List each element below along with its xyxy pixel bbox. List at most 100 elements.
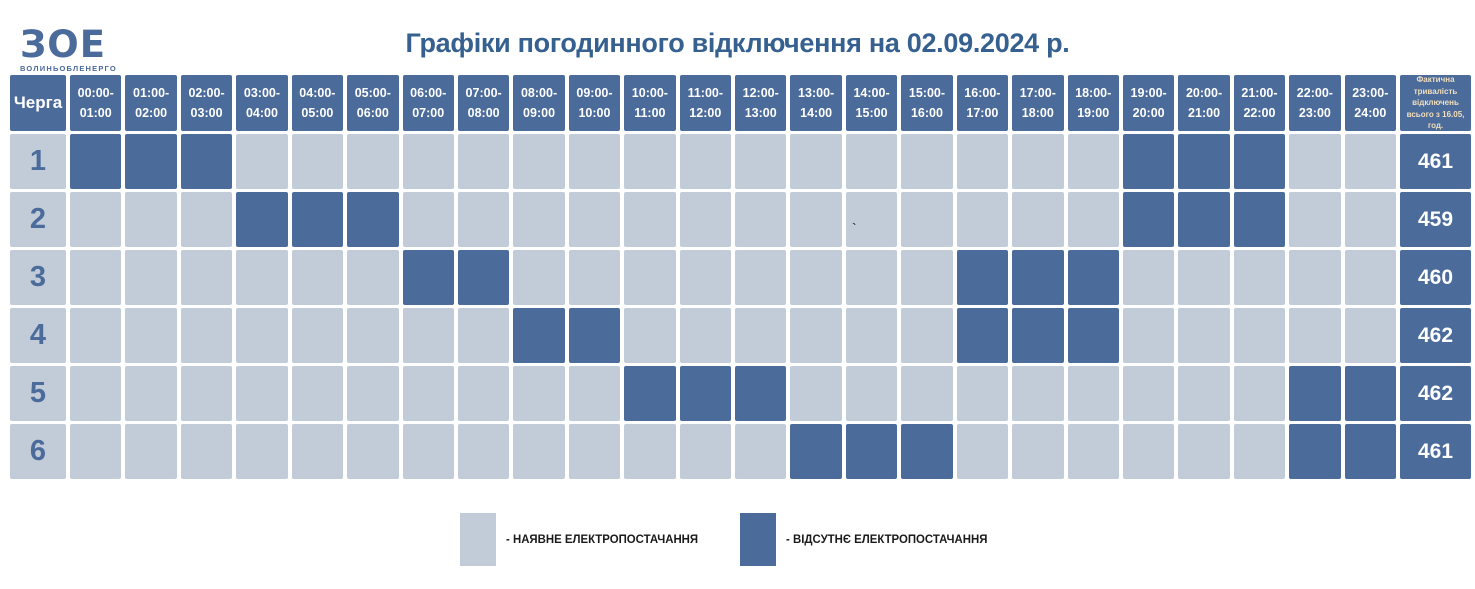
power-on-cell — [236, 366, 288, 421]
power-on-cell — [790, 250, 842, 305]
time-slot-header-cell: 05:00- 06:00 — [347, 75, 399, 131]
power-on-cell — [513, 366, 565, 421]
total-hours-cell: 459 — [1400, 192, 1471, 247]
power-off-cell — [679, 366, 731, 421]
power-on-cell — [457, 308, 510, 363]
power-on-cell — [568, 134, 621, 189]
power-on-cell — [1178, 366, 1230, 421]
power-on-cell — [679, 134, 731, 189]
power-on-cell — [347, 308, 399, 363]
power-on-cell — [70, 424, 122, 479]
time-slot-header-cell: 14:00- 15:00 — [845, 75, 898, 131]
power-on-cell — [790, 134, 842, 189]
power-on-cell — [956, 192, 1009, 247]
power-on-cell — [845, 366, 898, 421]
power-on-cell — [568, 424, 621, 479]
time-slot-header-cell: 22:00- 23:00 — [1289, 75, 1341, 131]
power-off-cell — [1012, 308, 1064, 363]
power-on-cell — [1067, 424, 1119, 479]
power-off-cell — [901, 424, 953, 479]
power-on-cell — [513, 134, 565, 189]
power-on-cell — [845, 308, 898, 363]
power-off-cell — [1122, 134, 1175, 189]
power-on-cell — [901, 250, 953, 305]
power-on-cell — [845, 250, 898, 305]
power-on-cell — [1233, 250, 1286, 305]
power-on-cell — [513, 192, 565, 247]
time-slot-header-cell: 20:00- 21:00 — [1178, 75, 1230, 131]
power-on-cell — [1122, 308, 1175, 363]
power-on-cell — [901, 308, 953, 363]
power-on-cell — [180, 308, 233, 363]
power-off-cell — [1012, 250, 1064, 305]
power-off-cell — [1122, 192, 1175, 247]
power-off-swatch — [740, 512, 776, 566]
power-on-cell — [291, 366, 344, 421]
power-off-cell — [568, 308, 621, 363]
power-on-cell — [347, 134, 399, 189]
power-on-cell — [679, 308, 731, 363]
power-on-cell — [125, 366, 177, 421]
power-on-cell — [347, 424, 399, 479]
power-off-cell — [236, 192, 288, 247]
power-on-cell — [1012, 424, 1064, 479]
power-on-cell — [70, 366, 122, 421]
power-on-cell — [291, 308, 344, 363]
power-off-cell — [956, 308, 1009, 363]
total-hours-cell: 461 — [1400, 424, 1471, 479]
power-off-cell — [1067, 250, 1119, 305]
power-on-cell — [513, 250, 565, 305]
power-on-cell — [70, 250, 122, 305]
power-on-cell — [1012, 192, 1064, 247]
power-off-cell — [1233, 192, 1286, 247]
power-on-cell — [1289, 192, 1341, 247]
power-on-cell — [735, 192, 787, 247]
power-on-cell — [1344, 250, 1396, 305]
power-on-cell — [901, 134, 953, 189]
power-on-cell — [125, 250, 177, 305]
company-logo: ЗОЕ ВОЛИНЬОБЛЕНЕРГО — [20, 26, 117, 73]
power-on-cell — [1067, 134, 1119, 189]
time-slot-header-cell: 12:00- 13:00 — [735, 75, 787, 131]
total-header-cell: Фактична тривалість відключень всього з … — [1400, 75, 1471, 131]
time-slot-header-cell: 04:00- 05:00 — [291, 75, 344, 131]
time-slot-header-cell: 17:00- 18:00 — [1012, 75, 1064, 131]
power-off-cell — [845, 424, 898, 479]
queue-number-cell: 5 — [10, 366, 66, 421]
power-on-cell — [1122, 250, 1175, 305]
power-on-cell — [1233, 424, 1286, 479]
power-on-cell — [790, 192, 842, 247]
power-on-cell — [402, 424, 454, 479]
legend-item-power-on: - НАЯВНЕ ЕЛЕКТРОПОСТАЧАННЯ — [460, 511, 708, 567]
power-on-cell — [125, 192, 177, 247]
power-on-cell — [1178, 308, 1230, 363]
power-on-cell — [180, 424, 233, 479]
total-hours-cell: 461 — [1400, 134, 1471, 189]
power-on-cell — [236, 424, 288, 479]
power-on-swatch — [460, 512, 496, 566]
power-off-cell — [1178, 134, 1230, 189]
queue-number-cell: 3 — [10, 250, 66, 305]
time-slot-header-cell: 08:00- 09:00 — [513, 75, 565, 131]
power-on-cell — [956, 366, 1009, 421]
time-slot-header-cell: 13:00- 14:00 — [790, 75, 842, 131]
total-hours-cell: 462 — [1400, 366, 1471, 421]
power-on-cell — [1344, 134, 1396, 189]
power-off-cell — [1344, 424, 1396, 479]
time-slot-header-cell: 23:00- 24:00 — [1344, 75, 1396, 131]
power-on-cell — [1289, 308, 1341, 363]
power-off-cell — [291, 192, 344, 247]
legend: - НАЯВНЕ ЕЛЕКТРОПОСТАЧАННЯ - ВІДСУТНЄ ЕЛ… — [0, 511, 1475, 567]
power-on-cell — [457, 424, 510, 479]
power-on-cell — [568, 192, 621, 247]
power-off-cell — [956, 250, 1009, 305]
power-off-cell — [624, 366, 676, 421]
power-on-cell — [956, 424, 1009, 479]
power-off-cell — [402, 250, 454, 305]
power-on-cell — [402, 192, 454, 247]
power-on-cell — [291, 424, 344, 479]
power-on-cell — [1289, 250, 1341, 305]
queue-number-cell: 2 — [10, 192, 66, 247]
power-on-cell — [347, 366, 399, 421]
